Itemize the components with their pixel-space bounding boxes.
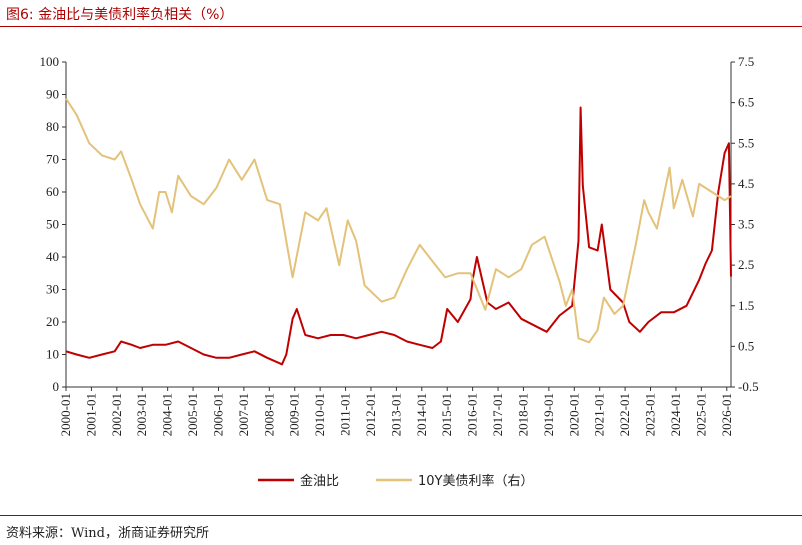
chart-legend: 金油比 10Y美债利率（右）	[258, 473, 533, 489]
x-tick-label: 2006-01	[210, 393, 225, 436]
x-tick-label: 2007-01	[236, 393, 251, 436]
x-tick-label: 2002-01	[109, 393, 124, 436]
x-tick-label: 2015-01	[439, 393, 454, 436]
gold-oil-ratio-line	[65, 106, 732, 366]
y-left-tick-label: 90	[46, 87, 59, 102]
bottom-rule	[0, 515, 802, 516]
x-tick-label: 2008-01	[261, 393, 276, 436]
x-tick-label: 2020-01	[566, 393, 581, 436]
y-left-tick-label: 70	[46, 152, 59, 167]
y-right-tick-label: 3.5	[738, 217, 754, 232]
x-tick-label: 2009-01	[287, 393, 302, 436]
x-tick-label: 2019-01	[541, 393, 556, 436]
y-left-tick-label: 80	[46, 119, 59, 134]
y-left-tick-label: 50	[46, 217, 59, 232]
x-tick-label: 2014-01	[414, 393, 429, 436]
y-right-tick-label: 0.5	[738, 338, 754, 353]
x-tick-label: 2013-01	[388, 393, 403, 436]
x-tick-label: 2025-01	[693, 393, 708, 436]
y-right-tick-label: -0.5	[738, 379, 759, 394]
chart-plot-area	[65, 98, 732, 366]
y-right-tick-label: 5.5	[738, 135, 754, 150]
y-left-tick-label: 60	[46, 184, 59, 199]
x-tick-label: 2003-01	[134, 393, 149, 436]
x-tick-label: 2012-01	[363, 393, 378, 436]
y-left-tick-label: 100	[40, 54, 60, 69]
x-tick-label: 2016-01	[465, 393, 480, 436]
y-right-tick-label: 7.5	[738, 54, 754, 69]
y-left-tick-label: 10	[46, 347, 59, 362]
y-left-tick-label: 30	[46, 282, 59, 297]
x-tick-label: 2024-01	[668, 393, 683, 436]
y-right-tick-label: 2.5	[738, 257, 754, 272]
source-note: 资料来源：Wind，浙商证券研究所	[6, 526, 209, 541]
x-tick-label: 2018-01	[515, 393, 530, 436]
x-tick-label: 2005-01	[185, 393, 200, 436]
us10y-yield-line	[65, 98, 732, 344]
y-right-tick-label: 1.5	[738, 298, 754, 313]
x-tick-label: 2001-01	[83, 393, 98, 436]
y-right-tick-label: 6.5	[738, 95, 754, 110]
legend-us10y-label: 10Y美债利率（右）	[418, 473, 533, 489]
x-tick-label: 2000-01	[58, 393, 73, 436]
x-tick-label: 2023-01	[643, 393, 658, 436]
y-left-tick-label: 20	[46, 314, 59, 329]
y-right-tick-label: 4.5	[738, 176, 754, 191]
y-left-tick-label: 0	[53, 379, 60, 394]
x-tick-label: 2004-01	[160, 393, 175, 436]
x-tick-label: 2022-01	[617, 393, 632, 436]
figure-title: 图6: 金油比与美债利率负相关（%）	[6, 7, 234, 23]
x-tick-label: 2026-01	[719, 393, 734, 436]
y-left-tick-label: 40	[46, 249, 59, 264]
x-tick-label: 2010-01	[312, 393, 327, 436]
x-tick-label: 2021-01	[592, 393, 607, 436]
top-rule	[0, 26, 802, 27]
x-tick-label: 2017-01	[490, 393, 505, 436]
x-tick-label: 2011-01	[338, 393, 353, 436]
legend-gold-oil-label: 金油比	[300, 473, 339, 489]
chart-axes: 0 10 20 30 40 50 60 70 80 90 100 -0.5 0.5 1.5 2.5 3.5 4.…	[40, 54, 759, 436]
